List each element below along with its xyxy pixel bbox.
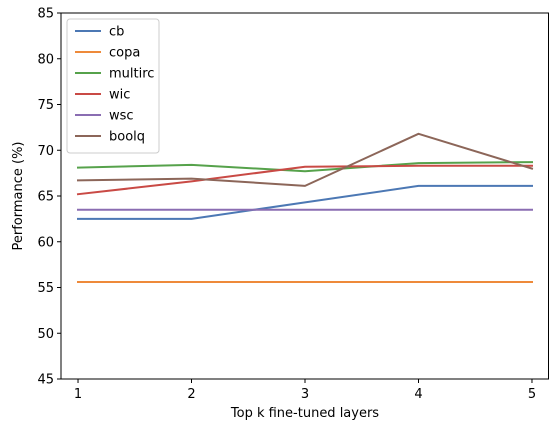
y-tick-label: 75 — [37, 98, 54, 113]
y-tick-label: 45 — [37, 373, 54, 388]
x-tick-label: 5 — [528, 387, 536, 402]
x-tick-label: 4 — [414, 387, 422, 402]
y-tick-label: 65 — [37, 190, 54, 205]
series-line-boolq — [76, 132, 534, 187]
legend-label-boolq: boolq — [109, 130, 145, 145]
legend-label-wic: wic — [109, 88, 130, 103]
y-tick-label: 70 — [37, 144, 54, 159]
x-tick-label: 1 — [74, 387, 82, 402]
series-line-cb — [77, 184, 533, 220]
x-axis-label: Top k fine-tuned layers — [230, 406, 379, 421]
y-tick-label: 60 — [37, 235, 54, 250]
legend-label-cb: cb — [109, 25, 124, 40]
series-layer — [76, 132, 534, 283]
series-line-wic — [76, 164, 533, 196]
y-tick-label: 80 — [37, 52, 54, 67]
legend-label-multirc: multirc — [109, 67, 154, 82]
x-tick-label: 2 — [187, 387, 195, 402]
legend-label-wsc: wsc — [109, 109, 134, 124]
x-tick-label: 3 — [301, 387, 309, 402]
series-line-multirc — [76, 161, 534, 173]
legend: cb copa multirc wic wsc boolq — [66, 18, 160, 154]
y-tick-label: 85 — [37, 7, 54, 22]
y-axis-label: Performance (%) — [11, 141, 26, 250]
legend-label-copa: copa — [109, 46, 140, 61]
y-tick-label: 55 — [37, 281, 54, 296]
y-tick-label: 50 — [37, 327, 54, 342]
